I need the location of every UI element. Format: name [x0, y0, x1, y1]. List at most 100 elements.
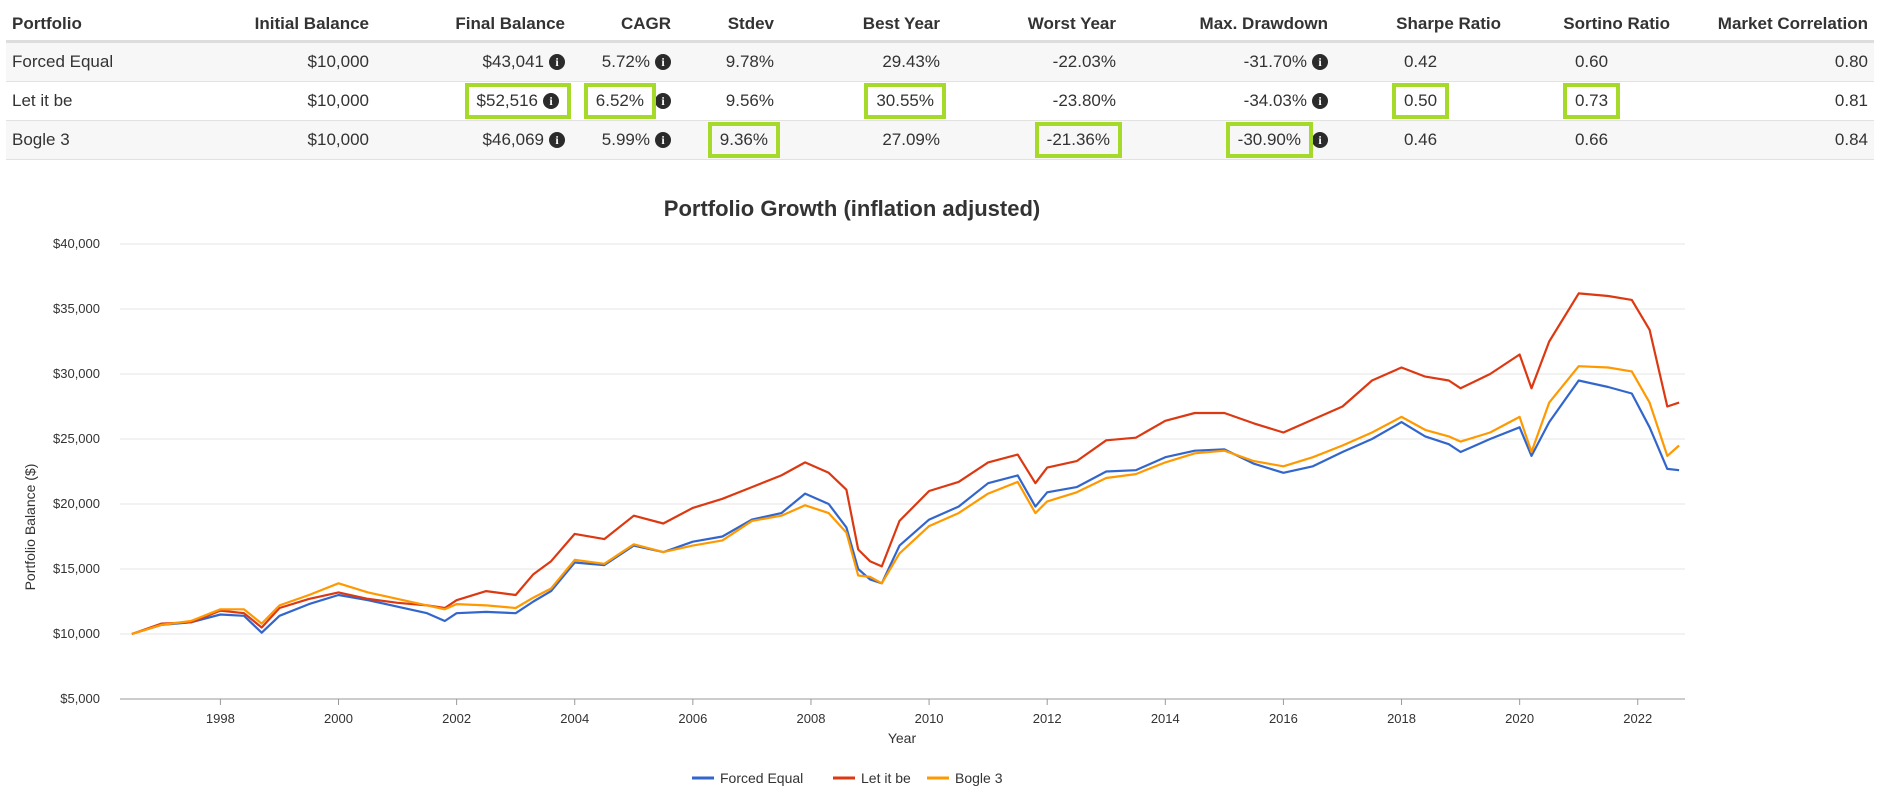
y-tick-label: $10,000 [53, 626, 100, 641]
statistics-table: Portfolio Initial Balance Final Balance … [6, 8, 1874, 160]
x-tick-label: 2000 [324, 711, 353, 726]
y-tick-label: $35,000 [53, 301, 100, 316]
x-tick-label: 2020 [1505, 711, 1534, 726]
cell-worst-year: -23.80% [946, 82, 1122, 121]
table-row: Forced Equal $10,000 $43,041 i 5.72% i 9.7… [6, 42, 1874, 82]
highlight-box: 0.50 [1398, 89, 1443, 113]
chart-title: Portfolio Growth (inflation adjusted) [664, 196, 1040, 221]
header-worst-year[interactable]: Worst Year [946, 8, 1122, 42]
cell-portfolio: Forced Equal [6, 42, 180, 82]
header-market-correlation[interactable]: Market Correlation [1676, 8, 1874, 42]
table-row: Let it be $10,000 $52,516 i 6.52% i 9.56% … [6, 82, 1874, 121]
cagr-value: 6.52% [596, 91, 644, 110]
cell-stdev: 9.56% [677, 82, 780, 121]
cell-final-balance: $46,069 i [375, 121, 571, 160]
cell-sharpe-ratio: 0.42 [1334, 42, 1507, 82]
x-axis-title: Year [888, 730, 917, 746]
cell-portfolio: Let it be [6, 82, 180, 121]
cell-stdev: 9.78% [677, 42, 780, 82]
final-balance-value: $52,516 [477, 91, 538, 110]
highlight-box: -30.90% [1232, 128, 1307, 152]
grid-lines [120, 244, 1685, 699]
y-axis: $5,000 $10,000 $15,000 $20,000 $25,000 $30,00… [53, 236, 100, 706]
highlight-box: 0.73 [1569, 89, 1614, 113]
x-tick-label: 2006 [678, 711, 707, 726]
info-circle-icon[interactable]: i [1312, 54, 1328, 70]
info-circle-icon[interactable]: i [543, 93, 559, 109]
cell-max-drawdown: -30.90% i [1122, 121, 1334, 160]
x-tick-label: 2014 [1151, 711, 1180, 726]
series-line-let-it-be [132, 293, 1679, 634]
info-circle-icon[interactable]: i [549, 132, 565, 148]
cell-initial-balance: $10,000 [180, 121, 375, 160]
cell-market-correlation: 0.84 [1676, 121, 1874, 160]
header-portfolio[interactable]: Portfolio [6, 8, 180, 42]
cell-max-drawdown: -31.70% i [1122, 42, 1334, 82]
max-drawdown-value: -30.90% [1238, 130, 1301, 149]
final-balance-value: $43,041 [483, 52, 544, 71]
info-circle-icon[interactable]: i [1312, 93, 1328, 109]
cell-market-correlation: 0.81 [1676, 82, 1874, 121]
cell-sortino-ratio: 0.73 [1507, 82, 1676, 121]
max-drawdown-value: -31.70% [1244, 52, 1307, 71]
cell-sharpe-ratio: 0.46 [1334, 121, 1507, 160]
y-tick-label: $20,000 [53, 496, 100, 511]
max-drawdown-value: -34.03% [1244, 91, 1307, 110]
legend-label-forced-equal: Forced Equal [720, 770, 803, 786]
header-initial-balance[interactable]: Initial Balance [180, 8, 375, 42]
info-circle-icon[interactable]: i [655, 54, 671, 70]
info-circle-icon[interactable]: i [1312, 132, 1328, 148]
header-cagr[interactable]: CAGR [571, 8, 677, 42]
highlight-box: 30.55% [870, 89, 940, 113]
table-header-row: Portfolio Initial Balance Final Balance … [6, 8, 1874, 42]
legend: Forced Equal Let it be Bogle 3 [692, 770, 1003, 786]
x-tick-label: 2012 [1033, 711, 1062, 726]
info-circle-icon[interactable]: i [655, 132, 671, 148]
y-tick-label: $30,000 [53, 366, 100, 381]
cell-initial-balance: $10,000 [180, 42, 375, 82]
info-circle-icon[interactable]: i [655, 93, 671, 109]
table-row: Bogle 3 $10,000 $46,069 i 5.99% i 9.36% 27… [6, 121, 1874, 160]
highlight-box: $52,516 i [471, 89, 565, 113]
highlight-box: 6.52% [590, 89, 650, 113]
y-axis-title: Portfolio Balance ($) [22, 464, 38, 591]
cell-cagr: 5.99% i [571, 121, 677, 160]
cell-worst-year: -22.03% [946, 42, 1122, 82]
x-tick-label: 2008 [797, 711, 826, 726]
header-sortino-ratio[interactable]: Sortino Ratio [1507, 8, 1676, 42]
x-tick-label: 2010 [915, 711, 944, 726]
header-final-balance[interactable]: Final Balance [375, 8, 571, 42]
x-axis: 1998 2000 2002 2004 2006 2008 2010 2012 2014 2016… [206, 699, 1652, 726]
cell-portfolio: Bogle 3 [6, 121, 180, 160]
cell-cagr: 6.52% i [571, 82, 677, 121]
legend-label-bogle-3: Bogle 3 [955, 770, 1003, 786]
cell-sharpe-ratio: 0.50 [1334, 82, 1507, 121]
y-tick-label: $5,000 [60, 691, 100, 706]
header-sharpe-ratio[interactable]: Sharpe Ratio [1334, 8, 1507, 42]
cell-best-year: 29.43% [780, 42, 946, 82]
cell-stdev: 9.36% [677, 121, 780, 160]
cell-best-year: 30.55% [780, 82, 946, 121]
cell-sortino-ratio: 0.66 [1507, 121, 1676, 160]
portfolio-growth-chart: Portfolio Growth (inflation adjusted) $5… [0, 180, 1883, 792]
highlight-box: 9.36% [714, 128, 774, 152]
series-lines [132, 293, 1679, 634]
series-line-bogle-3 [132, 366, 1679, 634]
cell-max-drawdown: -34.03% i [1122, 82, 1334, 121]
series-line-forced-equal [132, 381, 1679, 635]
x-tick-label: 1998 [206, 711, 235, 726]
cell-best-year: 27.09% [780, 121, 946, 160]
x-tick-label: 2018 [1387, 711, 1416, 726]
cell-market-correlation: 0.80 [1676, 42, 1874, 82]
x-tick-label: 2004 [560, 711, 589, 726]
cell-initial-balance: $10,000 [180, 82, 375, 121]
info-circle-icon[interactable]: i [549, 54, 565, 70]
cagr-value: 5.72% [602, 52, 650, 71]
header-stdev[interactable]: Stdev [677, 8, 780, 42]
cell-cagr: 5.72% i [571, 42, 677, 82]
cell-worst-year: -21.36% [946, 121, 1122, 160]
header-best-year[interactable]: Best Year [780, 8, 946, 42]
x-tick-label: 2022 [1623, 711, 1652, 726]
y-tick-label: $15,000 [53, 561, 100, 576]
header-max-drawdown[interactable]: Max. Drawdown [1122, 8, 1334, 42]
